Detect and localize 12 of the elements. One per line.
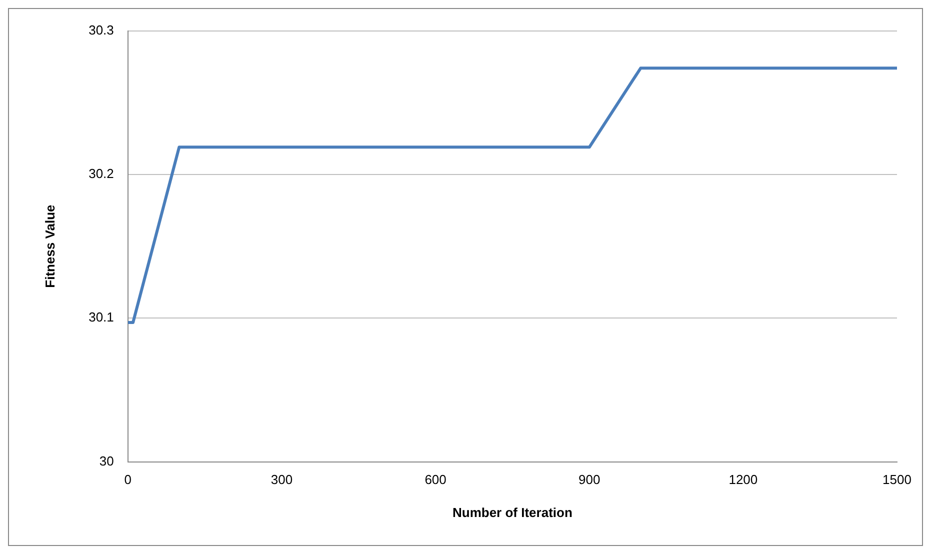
y-tick-label: 30 [99, 453, 114, 468]
x-tick-label: 1500 [882, 472, 912, 488]
x-tick-label: 1200 [728, 472, 758, 488]
y-tick-label: 30.2 [88, 166, 114, 182]
x-tick-label: 600 [424, 472, 446, 488]
y-tick-label: 30.1 [88, 310, 114, 325]
y-axis-title: Fitness Value [42, 204, 58, 288]
x-tick-label: 300 [270, 472, 293, 488]
x-tick-label: 900 [578, 472, 600, 488]
x-tick-label: 0 [124, 472, 132, 488]
x-axis-title: Number of Iteration [452, 504, 572, 520]
y-tick-label: 30.3 [88, 22, 114, 38]
